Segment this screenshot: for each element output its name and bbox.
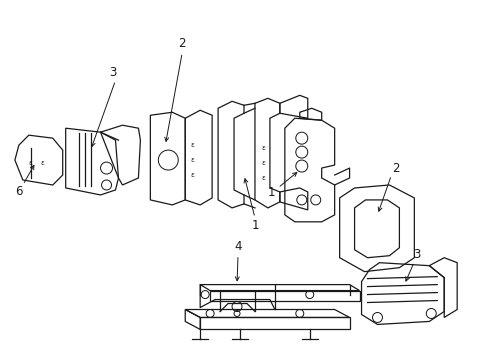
Text: 2: 2	[391, 162, 398, 175]
Text: ε: ε	[190, 142, 194, 148]
Text: ε: ε	[262, 175, 265, 181]
Text: 1: 1	[267, 186, 275, 199]
Text: ε: ε	[29, 160, 33, 166]
Text: 2: 2	[178, 37, 185, 50]
Text: ε: ε	[190, 157, 194, 163]
Text: ε: ε	[262, 145, 265, 151]
Text: 3: 3	[413, 248, 420, 261]
Text: 4: 4	[234, 240, 241, 253]
Text: ε: ε	[262, 160, 265, 166]
Text: 1: 1	[251, 219, 258, 232]
Text: ε: ε	[190, 172, 194, 178]
Text: 6: 6	[15, 185, 22, 198]
Text: ε: ε	[41, 160, 44, 166]
Text: 3: 3	[109, 66, 116, 79]
